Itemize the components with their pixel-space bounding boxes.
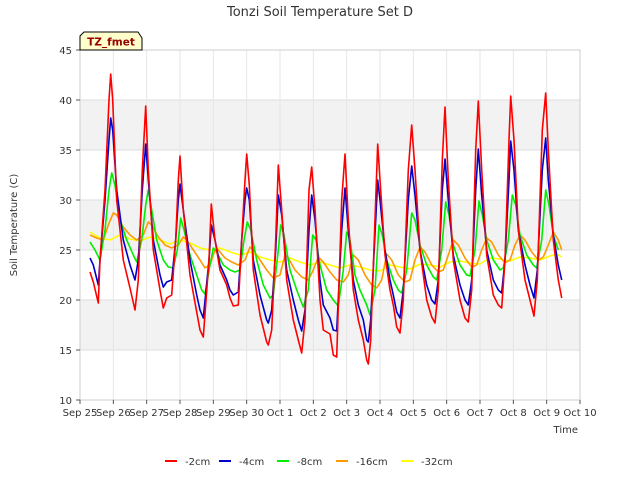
series-line-2cmcm	[89, 73, 563, 365]
x-tick-label: Oct 6	[433, 408, 460, 419]
station-badge-box	[79, 31, 143, 51]
plot-area	[79, 49, 581, 401]
y-tick-label: 15	[59, 346, 72, 357]
grid-band	[80, 100, 580, 150]
legend-label: -2cm	[185, 457, 210, 468]
x-tick-label: Oct 7	[467, 408, 494, 419]
x-tick-label: Oct 10	[563, 408, 596, 419]
series-line-8cmcm	[89, 172, 560, 316]
x-tick-label: Oct 3	[333, 408, 360, 419]
series-line-32cmcm	[89, 231, 563, 272]
y-axis-label: Soil Temperature (C)	[9, 174, 20, 277]
y-tick-label: 40	[59, 96, 72, 107]
x-tick-label: Oct 1	[267, 408, 294, 419]
legend: -2cm -4cm -8cm -16cm -32cm	[165, 457, 453, 468]
y-tick-label: 45	[59, 46, 72, 57]
grid-band	[80, 300, 580, 350]
y-tick-label: 10	[59, 396, 72, 407]
series-line-4cmcm	[89, 117, 563, 343]
y-tick-label: 35	[59, 146, 72, 157]
station-badge: TZ_fmet	[79, 31, 143, 51]
legend-label: -32cm	[421, 457, 453, 468]
x-tick-label: Sep 27	[129, 408, 164, 419]
legend-label: -8cm	[297, 457, 322, 468]
x-axis-label: Time	[553, 425, 578, 436]
x-tick-label: Oct 4	[367, 408, 394, 419]
chart-title: Tonzi Soil Temperature Set D	[226, 5, 413, 20]
x-tick-label: Sep 29	[196, 408, 231, 419]
grid-bands	[80, 100, 580, 350]
x-tick-label: Oct 5	[400, 408, 427, 419]
y-tick-label: 20	[59, 296, 72, 307]
y-axis-ticks: 10 15 20 25 30 35 40 45	[59, 46, 80, 407]
x-tick-label: Sep 26	[96, 408, 131, 419]
x-tick-label: Oct 2	[300, 408, 327, 419]
x-tick-label: Sep 25	[63, 408, 98, 419]
station-badge-label: TZ_fmet	[87, 37, 135, 49]
x-tick-label: Oct 9	[533, 408, 560, 419]
x-tick-label: Oct 8	[500, 408, 527, 419]
legend-label: -16cm	[356, 457, 388, 468]
x-tick-label: Sep 30	[229, 408, 264, 419]
x-tick-label: Sep 28	[163, 408, 198, 419]
y-tick-label: 25	[59, 246, 72, 257]
series-layer	[89, 73, 563, 365]
y-tick-label: 30	[59, 196, 72, 207]
legend-label: -4cm	[239, 457, 264, 468]
